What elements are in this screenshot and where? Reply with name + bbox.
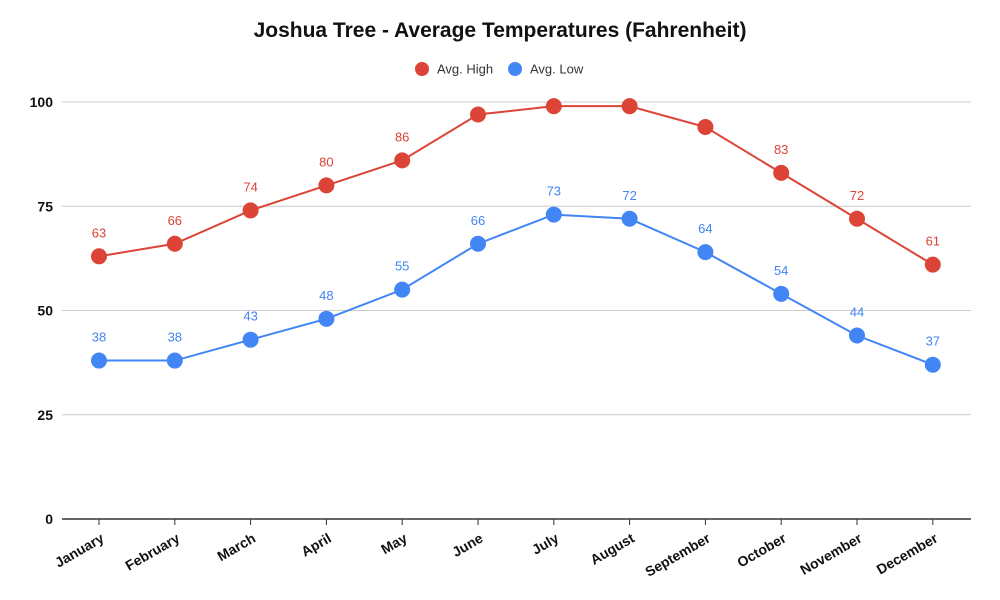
x-tick-label-april: April	[298, 530, 334, 560]
series-layer: 63 66 74 80 86 83 72 61 38 38 43 48 55 66 73 72 64 54 44 37	[91, 98, 941, 373]
y-tick-label-75: 75	[37, 198, 53, 214]
x-tick-label-may: May	[378, 530, 410, 558]
legend-label-avg-low: Avg. Low	[530, 62, 584, 77]
point-avg-low-october	[773, 285, 790, 302]
data-label-avg-high-february: 66	[168, 213, 182, 228]
point-avg-high-september	[697, 119, 714, 136]
x-tick-label-november: November	[797, 529, 865, 577]
data-label-avg-high-january: 63	[92, 225, 106, 240]
x-tick-label-september: September	[642, 529, 713, 579]
chart-title: Joshua Tree - Average Temperatures (Fahr…	[254, 19, 747, 42]
point-avg-low-september	[697, 244, 714, 261]
point-avg-high-february	[166, 235, 183, 252]
data-label-avg-low-january: 38	[92, 330, 106, 345]
data-label-avg-low-july: 73	[547, 184, 561, 199]
point-avg-high-july	[545, 98, 562, 115]
gridlines	[62, 101, 971, 416]
data-label-avg-high-april: 80	[319, 154, 333, 169]
data-label-avg-low-august: 72	[622, 188, 636, 203]
x-tick-label-march: March	[214, 530, 258, 564]
point-avg-low-november	[849, 327, 865, 344]
point-avg-low-august	[621, 210, 638, 227]
point-avg-low-july	[545, 206, 562, 223]
data-label-avg-high-october: 83	[774, 142, 788, 157]
y-tick-label-100: 100	[30, 94, 54, 110]
x-tick-label-august: August	[587, 530, 637, 568]
point-avg-high-november	[849, 210, 865, 227]
x-tick-label-january: January	[52, 530, 107, 571]
data-label-avg-low-september: 64	[698, 221, 712, 236]
point-avg-low-may	[394, 281, 411, 298]
y-tick-label-25: 25	[37, 407, 53, 423]
y-axis: 0 25 50 75 100	[30, 94, 54, 527]
data-label-avg-low-may: 55	[395, 259, 409, 274]
y-tick-label-0: 0	[45, 511, 53, 527]
legend-label-avg-high: Avg. High	[437, 62, 493, 77]
data-label-avg-low-march: 43	[243, 309, 257, 324]
series-line-avg-low	[99, 213, 934, 366]
data-label-avg-low-april: 48	[319, 288, 333, 303]
data-label-avg-high-march: 74	[243, 179, 257, 194]
data-label-avg-high-november: 72	[850, 188, 864, 203]
data-label-avg-low-november: 44	[850, 305, 864, 320]
data-label-avg-low-october: 54	[774, 263, 788, 278]
point-avg-high-april	[318, 177, 335, 194]
y-tick-label-50: 50	[37, 303, 53, 319]
x-tick-label-december: December	[874, 529, 941, 577]
point-avg-high-march	[242, 202, 259, 219]
data-label-avg-high-december: 61	[926, 234, 940, 249]
point-avg-low-march	[242, 331, 259, 348]
data-label-avg-high-may: 86	[395, 129, 409, 144]
series-line-avg-high	[98, 105, 934, 266]
point-avg-high-august	[621, 98, 638, 115]
point-avg-low-april	[318, 310, 335, 327]
point-avg-high-may	[394, 152, 411, 169]
legend-marker-avg-low	[508, 62, 522, 76]
x-tick-label-october: October	[734, 529, 789, 570]
point-avg-high-january	[91, 248, 107, 265]
point-avg-high-june	[470, 106, 486, 123]
point-avg-high-october	[773, 164, 790, 181]
x-tick-label-july: July	[529, 530, 561, 558]
legend-marker-avg-high	[415, 62, 429, 76]
data-label-avg-low-june: 66	[471, 213, 485, 228]
data-label-avg-low-december: 37	[926, 334, 940, 349]
x-tick-label-june: June	[449, 530, 485, 560]
point-avg-low-february	[166, 352, 183, 369]
legend: Avg. High Avg. Low	[415, 62, 584, 77]
data-label-avg-low-february: 38	[168, 330, 182, 345]
point-avg-low-january	[91, 352, 107, 369]
x-axis: January February March April May June July Augu…	[52, 518, 971, 580]
point-avg-low-june	[470, 235, 486, 252]
point-avg-low-december	[924, 356, 941, 373]
x-tick-label-february: February	[122, 530, 182, 574]
point-avg-high-december	[924, 256, 941, 273]
